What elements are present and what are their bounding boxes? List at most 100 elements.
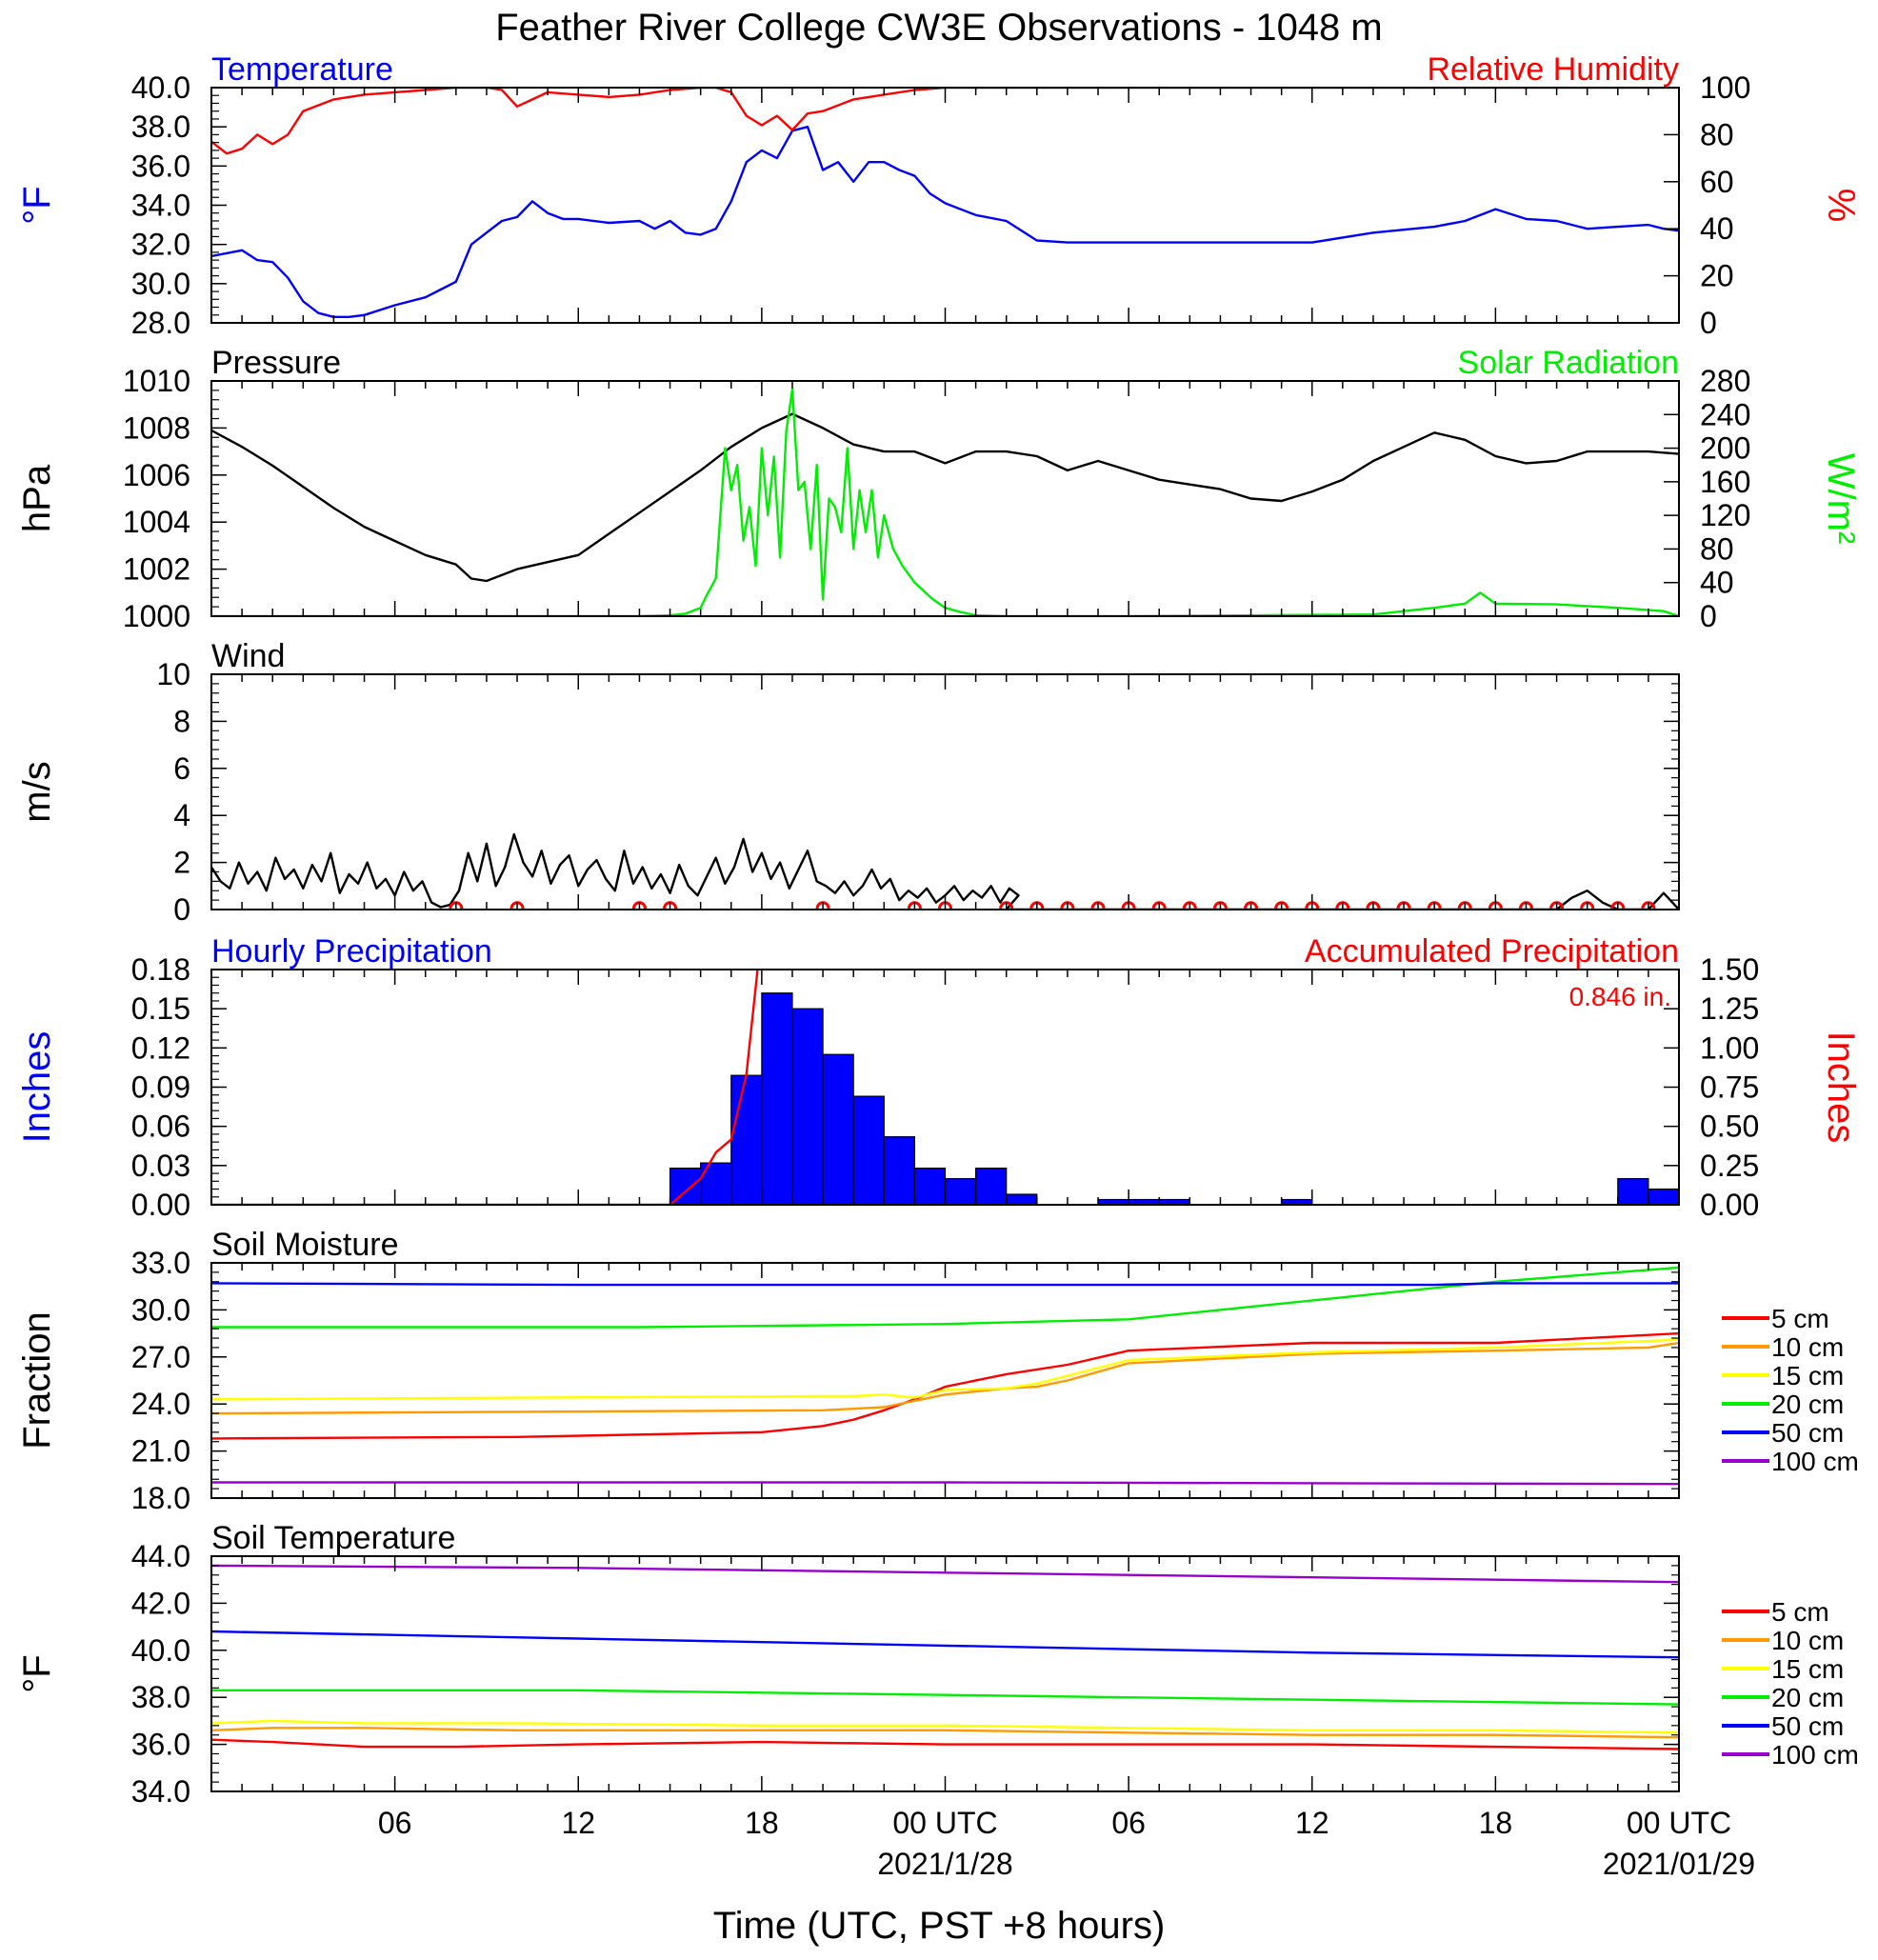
y-tick-label: 34.0	[131, 1774, 190, 1809]
y-tick-label: 32.0	[131, 228, 190, 262]
series-line-100-cm	[211, 1564, 1679, 1584]
panel-frame	[210, 1262, 1680, 1499]
y2-tick-label: 0.75	[1700, 1070, 1759, 1105]
hourly-precip-bar	[913, 1167, 947, 1206]
series-line-solar-radiation	[211, 388, 1679, 616]
left-axis-unit: °F	[16, 1654, 58, 1692]
y-tick-label: 33.0	[131, 1246, 190, 1280]
y-tick-label: 40.0	[131, 70, 190, 105]
y-tick-label: 1002	[123, 552, 190, 587]
panel-right-title: Relative Humidity	[1427, 51, 1679, 88]
y-tick-label: 30.0	[131, 1292, 190, 1327]
y2-tick-label: 120	[1700, 498, 1750, 532]
left-axis-unit: Inches	[16, 1031, 58, 1144]
legend-label: 15 cm	[1771, 1361, 1844, 1390]
y-tick-label: 30.0	[131, 267, 190, 301]
y-tick-label: 42.0	[131, 1586, 190, 1620]
y2-tick-label: 240	[1700, 397, 1750, 431]
series-line-50-cm	[211, 1282, 1679, 1287]
series-group	[211, 970, 759, 1205]
panels: 28.030.032.034.036.038.040.0020406080100…	[16, 51, 1862, 1809]
right-axis-unit: Inches	[1820, 1031, 1862, 1144]
y-tick-label: 21.0	[131, 1434, 190, 1469]
y2-tick-label: 0	[1700, 599, 1717, 633]
panel-left-title: Temperature	[211, 51, 393, 88]
series-line-temperature	[211, 125, 1679, 318]
y2-tick-label: 280	[1700, 364, 1750, 398]
y2-tick-label: 80	[1700, 531, 1734, 566]
y-tick-label: 18.0	[131, 1481, 190, 1515]
left-axis-unit: °F	[16, 186, 58, 224]
x-tick-label: 12	[561, 1806, 595, 1840]
hourly-precip-bar	[1648, 1188, 1680, 1206]
panel-frame	[210, 1555, 1680, 1792]
y2-tick-label: 1.00	[1700, 1030, 1759, 1065]
series-line-5-cm	[211, 1738, 1679, 1750]
hourly-precip-bar	[822, 1053, 854, 1206]
hourly-precip-bar	[944, 1177, 977, 1206]
y2-tick-label: 60	[1700, 165, 1734, 199]
left-axis-unit: hPa	[16, 464, 58, 532]
right-axis-unit: %	[1820, 189, 1862, 223]
y-tick-label: 4	[173, 798, 190, 832]
panel-left-title: Soil Temperature	[211, 1520, 455, 1556]
x-tick-label: 06	[378, 1806, 412, 1840]
hourly-precip-bar	[975, 1167, 1008, 1206]
x-tick-label: 18	[745, 1806, 779, 1840]
series-line-wind	[211, 832, 1679, 910]
y-tick-label: 28.0	[131, 306, 190, 340]
hourly-precip-bar	[852, 1095, 885, 1206]
panel-pressure: 1000 1002 1004 1006 1008 1010 0408012016020024…	[16, 345, 1862, 633]
y-tick-label: 0.09	[131, 1070, 190, 1105]
hourly-precip-bar	[669, 1167, 702, 1206]
legend-label: 10 cm	[1771, 1626, 1844, 1655]
y-tick-label: 0.00	[131, 1188, 190, 1222]
y-tick-label: 0.18	[131, 952, 190, 987]
panel-precip: 0.00 0.03 0.06 0.09 0.12 0.15 0.18 0.00 0.25 0.50…	[16, 933, 1862, 1222]
y2-tick-label: 40	[1700, 566, 1734, 600]
y-tick-label: 6	[173, 751, 190, 786]
y-tick-label: 1006	[123, 458, 190, 492]
x-tick-label: 00 UTC	[892, 1806, 997, 1840]
series-line-15-cm	[211, 1338, 1679, 1401]
series-line-50-cm	[211, 1630, 1679, 1659]
hourly-precip-bar	[1617, 1177, 1649, 1206]
panel-right-title: Solar Radiation	[1458, 345, 1679, 381]
panel-right-title: Accumulated Precipitation	[1305, 933, 1679, 970]
series-group	[211, 1564, 1679, 1750]
hourly-precip-bar	[883, 1136, 915, 1206]
y2-tick-label: 40	[1700, 211, 1734, 246]
y2-tick-label: 0.50	[1700, 1110, 1759, 1144]
y-tick-label: 40.0	[131, 1633, 190, 1668]
y-tick-label: 1008	[123, 410, 190, 445]
y-tick-label: 0.15	[131, 991, 190, 1026]
y-tick-label: 0.06	[131, 1110, 190, 1144]
y2-tick-label: 1.25	[1700, 991, 1759, 1026]
y-tick-label: 0.03	[131, 1149, 190, 1183]
hourly-precip-bar	[761, 992, 793, 1206]
x-tick-label: 12	[1295, 1806, 1329, 1840]
y2-tick-label: 100	[1700, 70, 1750, 105]
hourly-precip-bar	[730, 1074, 763, 1206]
series-group	[211, 88, 1679, 318]
y2-tick-label: 200	[1700, 431, 1750, 466]
hourly-precip-bar	[791, 1008, 824, 1206]
series-line-10-cm	[211, 1341, 1679, 1415]
series-line-relative-humidity	[211, 88, 1679, 155]
series-line-100-cm	[211, 1481, 1679, 1486]
y-tick-label: 27.0	[131, 1340, 190, 1374]
y2-tick-label: 0.00	[1700, 1188, 1759, 1222]
panel-left-title: Wind	[211, 638, 285, 674]
left-axis-unit: m/s	[16, 761, 58, 822]
y-tick-label: 24.0	[131, 1387, 190, 1421]
x-tick-label: 00 UTC	[1627, 1806, 1731, 1840]
y2-tick-label: 0.25	[1700, 1149, 1759, 1183]
legend-label: 10 cm	[1771, 1332, 1844, 1362]
legend-label: 50 cm	[1771, 1711, 1844, 1741]
legend-label: 5 cm	[1771, 1304, 1829, 1333]
panel-wind: 0 2 4 6 8 10 Wind m/s	[16, 638, 1680, 927]
series-line-pressure	[211, 412, 1679, 583]
accumulated-total-annotation: 0.846 in.	[1569, 982, 1671, 1011]
y-tick-label: 1010	[123, 364, 190, 398]
